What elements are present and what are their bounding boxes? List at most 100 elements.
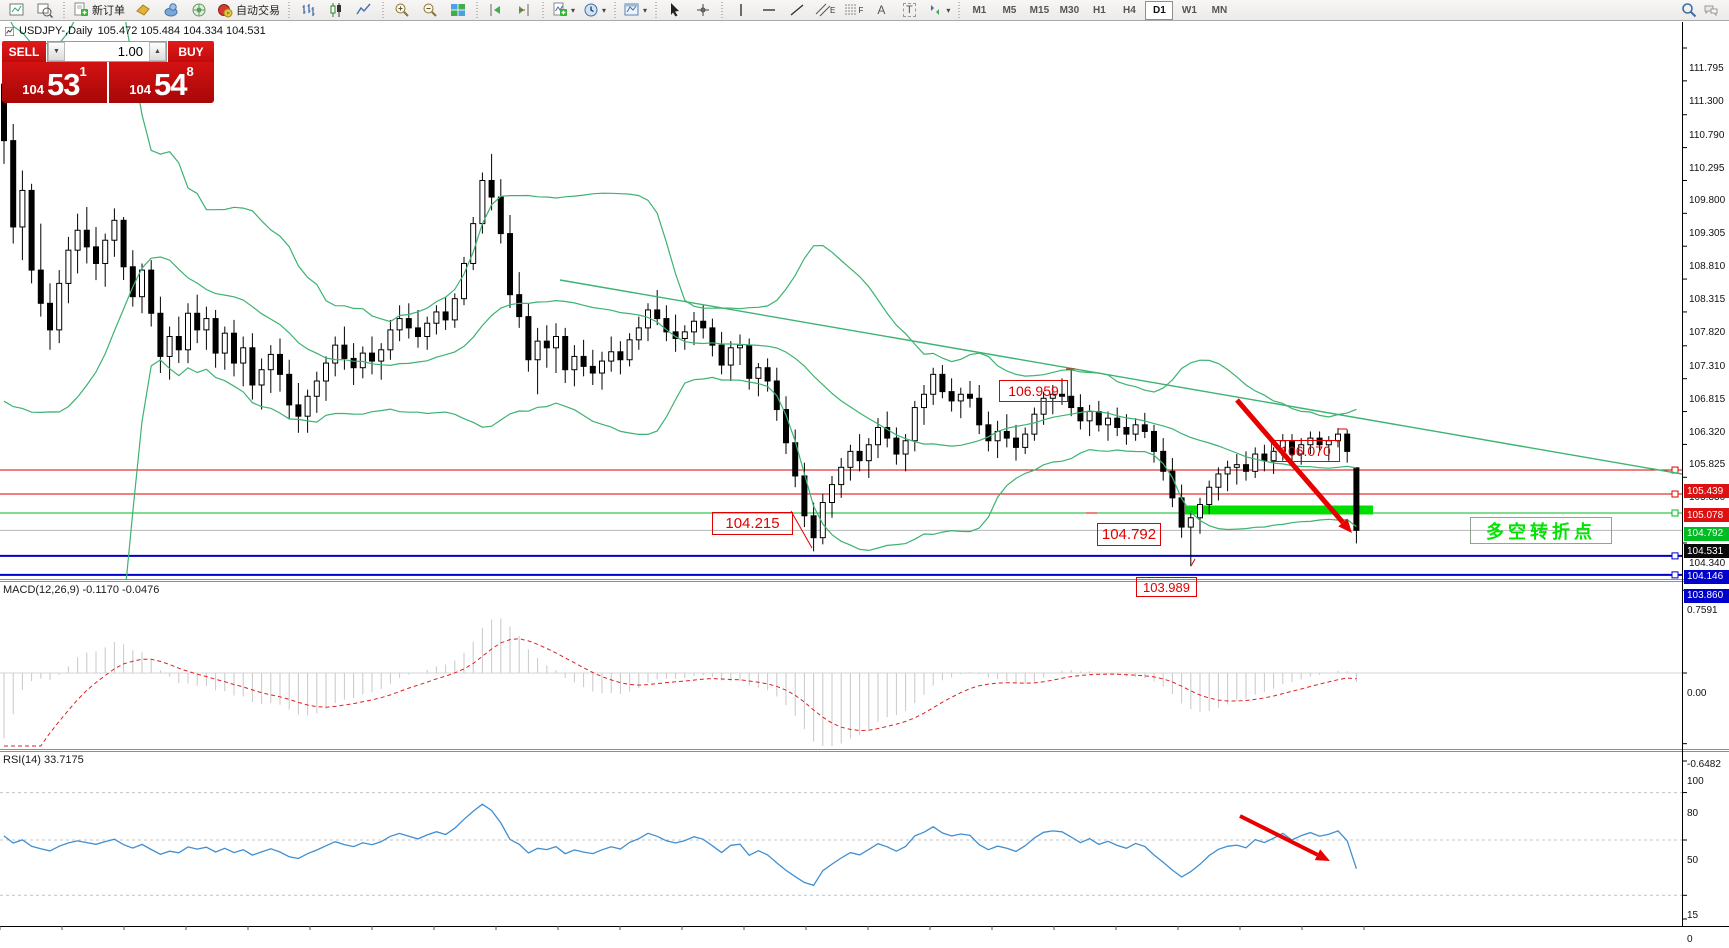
indicators-button[interactable]: ▾ (549, 0, 578, 20)
trendline-tool[interactable] (784, 0, 810, 20)
price-annotation-106.070[interactable]: 106.070 (1271, 440, 1340, 462)
support-highlight-band[interactable] (1185, 505, 1373, 515)
text-tool[interactable]: A (868, 0, 894, 20)
vertical-line-tool[interactable] (728, 0, 754, 20)
tile-windows-icon (451, 4, 465, 16)
candle-body (1031, 413, 1038, 435)
market-button[interactable] (130, 0, 156, 20)
candle-body (212, 318, 219, 354)
sell-price-display[interactable]: 104 53 1 (2, 62, 107, 103)
chart-shift-button[interactable] (511, 0, 537, 20)
autotrading-button[interactable]: 自动交易 (214, 0, 283, 20)
dropdown-caret: ▾ (602, 5, 607, 15)
trend-arrow-head[interactable] (1338, 518, 1352, 533)
zoom-in-button[interactable] (389, 0, 415, 20)
horizontal-line-tool[interactable] (756, 0, 782, 20)
bollinger-middle[interactable] (3, 256, 1357, 469)
candle-body (415, 327, 421, 338)
trend-arrow[interactable] (1239, 814, 1319, 857)
candle-body (175, 336, 182, 351)
buy-price-point: 8 (186, 64, 194, 79)
dropdown-caret: ▾ (946, 5, 951, 15)
periods-button[interactable]: ▾ (580, 0, 609, 20)
price-tag-105.439: 105.439 (1684, 484, 1729, 499)
macd-axis-label: 0.00 (1687, 688, 1707, 699)
candle-body (28, 189, 35, 271)
terminal-icon (164, 3, 178, 17)
macd-axis-label: 0.7591 (1687, 605, 1718, 617)
search-icon[interactable] (1681, 2, 1697, 18)
arrows-tool[interactable]: ▾ (924, 0, 953, 20)
candle-body (479, 179, 486, 225)
chart-profiles-button[interactable] (32, 0, 58, 20)
crosshair-icon (697, 4, 710, 16)
tile-windows-button[interactable] (445, 0, 471, 20)
price-axis-label: 110.295 (1689, 162, 1725, 174)
bollinger-upper[interactable] (4, 0, 1357, 418)
signals-button[interactable] (186, 0, 212, 20)
volume-decrease-button[interactable]: ▼ (48, 42, 65, 61)
timeframe-h1[interactable]: H1 (1093, 4, 1106, 16)
dropdown-caret: ▾ (643, 5, 648, 15)
rsi-axis-label: 15 (1687, 910, 1699, 922)
autotrading-label: 自动交易 (236, 5, 280, 17)
bollinger-lower[interactable] (4, 359, 1357, 794)
candle-body (1105, 417, 1111, 426)
rsi-current-value: 33.7175 (43, 754, 84, 766)
channel-tool[interactable]: E (812, 0, 838, 20)
line-marker[interactable] (1671, 509, 1679, 517)
candle-body (1095, 411, 1102, 426)
channel-glyph: E (830, 5, 836, 15)
trend-arrow-head[interactable] (1314, 849, 1330, 861)
price-annotation-103.989[interactable]: 103.989 (1136, 577, 1197, 597)
volume-increase-button[interactable]: ▲ (149, 42, 166, 61)
candle-body (378, 349, 385, 362)
timeframe-m15[interactable]: M15 (1029, 4, 1050, 16)
cursor-tool[interactable] (662, 0, 688, 20)
candle-body (1151, 430, 1157, 452)
chat-icon[interactable] (1703, 2, 1719, 18)
fibonacci-tool[interactable]: F (840, 0, 866, 20)
auto-scroll-button[interactable] (483, 0, 509, 20)
templates-button[interactable]: ▾ (621, 0, 650, 20)
toolbar-separator (63, 2, 65, 18)
timeframe-d1[interactable]: D1 (1145, 0, 1174, 20)
timeframe-m5[interactable]: M5 (1002, 4, 1017, 16)
text-label-tool[interactable]: T (896, 0, 922, 20)
turning-point-note[interactable]: 多空转折点 (1470, 517, 1612, 544)
candlestick-button[interactable] (323, 0, 349, 20)
volume-box: ▼ 1.00 ▲ (47, 41, 167, 62)
candle-body (1298, 444, 1305, 455)
new-chart-button[interactable] (4, 0, 30, 20)
candle-body (332, 344, 339, 364)
timeframe-m1[interactable]: M1 (972, 4, 987, 16)
price-annotation-106.959[interactable]: 106.959 (999, 380, 1068, 402)
candle-body (19, 189, 26, 228)
line-marker[interactable] (1671, 552, 1679, 560)
market-icon (136, 4, 150, 16)
price-annotation-104.215[interactable]: 104.215 (712, 512, 793, 535)
candle-body (1022, 433, 1029, 448)
new-order-button[interactable]: 新订单 (70, 0, 128, 20)
price-axis-label: 111.300 (1689, 95, 1724, 107)
zoom-out-button[interactable] (417, 0, 443, 20)
terminal-button[interactable] (158, 0, 184, 20)
line-chart-button[interactable] (351, 0, 377, 20)
descending-trendline[interactable] (559, 279, 1682, 475)
timeframe-m30[interactable]: M30 (1059, 4, 1080, 16)
price-annotation-104.792[interactable]: 104.792 (1097, 523, 1161, 546)
line-marker[interactable] (1671, 571, 1679, 579)
line-marker[interactable] (1671, 490, 1679, 498)
crosshair-tool[interactable] (690, 0, 716, 20)
timeframe-w1[interactable]: W1 (1181, 4, 1197, 16)
timeframe-mn[interactable]: MN (1211, 4, 1228, 16)
volume-input[interactable]: 1.00 (117, 44, 143, 59)
candle-body (921, 393, 927, 409)
buy-button[interactable]: BUY (168, 41, 214, 62)
sell-button[interactable]: SELL (2, 41, 46, 62)
bar-chart-button[interactable] (295, 0, 321, 20)
timeframe-h4[interactable]: H4 (1123, 4, 1136, 16)
candle-body (589, 365, 596, 374)
buy-price-display[interactable]: 104 54 8 (109, 62, 214, 103)
